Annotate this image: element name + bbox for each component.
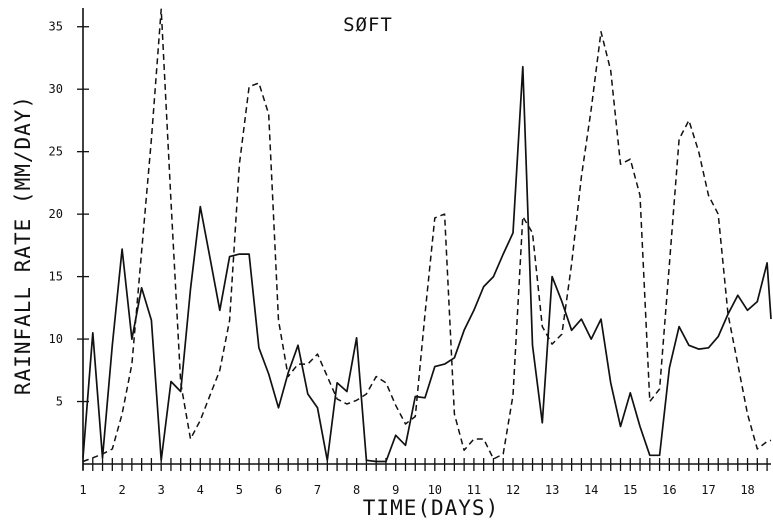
x-tick-label: 12 bbox=[506, 483, 520, 497]
x-tick-label: 6 bbox=[275, 483, 282, 497]
y-tick-label: 35 bbox=[49, 20, 63, 34]
x-tick-label: 18 bbox=[740, 483, 754, 497]
x-tick-label: 5 bbox=[236, 483, 243, 497]
x-tick-label: 9 bbox=[392, 483, 399, 497]
x-tick-label: 4 bbox=[197, 483, 204, 497]
x-tick-label: 16 bbox=[662, 483, 676, 497]
x-tick-label: 8 bbox=[353, 483, 360, 497]
y-tick-label: 15 bbox=[49, 270, 63, 284]
x-tick-label: 1 bbox=[79, 483, 86, 497]
x-tick-label: 7 bbox=[314, 483, 321, 497]
x-tick-label: 15 bbox=[623, 483, 637, 497]
y-tick-label: 10 bbox=[49, 332, 63, 346]
x-tick-label: 2 bbox=[118, 483, 125, 497]
x-tick-label: 17 bbox=[701, 483, 715, 497]
x-tick-label: 10 bbox=[428, 483, 442, 497]
y-tick-label: 25 bbox=[49, 145, 63, 159]
chart-title: SØFT bbox=[343, 14, 393, 36]
y-tick-label: 20 bbox=[49, 207, 63, 221]
series-line-solid bbox=[82, 65, 772, 463]
axis-ticks bbox=[77, 26, 768, 471]
x-tick-label: 14 bbox=[584, 483, 598, 497]
y-tick-label: 5 bbox=[56, 395, 63, 409]
x-axis-title: TIME(DAYS) bbox=[363, 496, 499, 520]
x-tick-label: 3 bbox=[158, 483, 165, 497]
y-tick-label: 30 bbox=[49, 82, 63, 96]
x-tick-label: 11 bbox=[467, 483, 481, 497]
series-layer bbox=[82, 8, 772, 463]
y-axis-title: RAINFALL RATE (MM/DAY) bbox=[11, 95, 35, 395]
series-line-dashed bbox=[82, 8, 772, 463]
x-tick-label: 13 bbox=[545, 483, 559, 497]
axes bbox=[82, 8, 771, 470]
